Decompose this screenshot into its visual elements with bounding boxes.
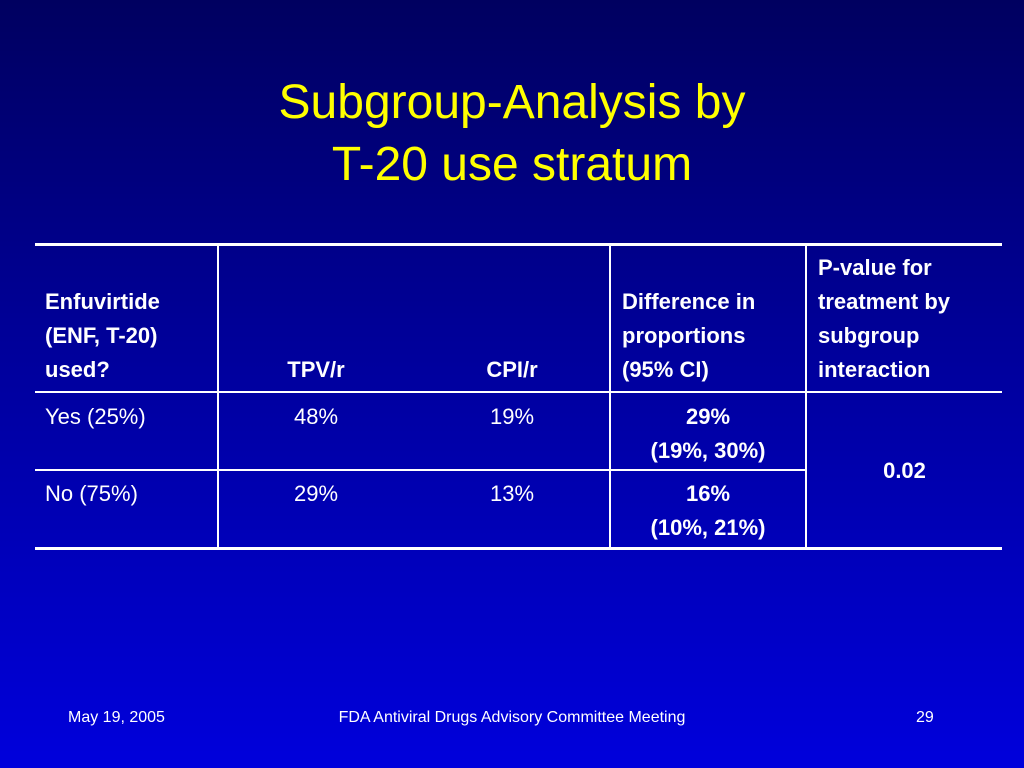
header-cell: TPV/r [236,353,396,387]
table-cell: 29% (19%, 30%) [611,400,805,468]
table-cell: Yes (25%) [45,404,146,429]
table-cell: 13% [489,481,535,506]
title-line: Subgroup-Analysis by [278,76,746,129]
slide-title: Subgroup-Analysis by T-20 use stratum [0,72,1024,196]
header-cell: CPI/r [432,353,592,387]
table-rule [35,547,1002,550]
header-cell: Difference in proportions (95% CI) [622,285,755,387]
header-line: Difference in [622,289,756,314]
table-cell: 16% (10%, 21%) [611,477,805,545]
table-rule [805,245,807,548]
table-rule [609,245,611,548]
header-line: proportions [622,323,746,348]
footer-page: 29 [916,709,934,726]
header-line: subgroup [818,323,920,348]
cell-line: 16% [685,481,731,506]
table-rule [35,469,806,471]
table-cell: 29% [293,481,339,506]
header-cell: Enfuvirtide (ENF, T-20) used? [45,285,160,387]
footer-meeting: FDA Antiviral Drugs Advisory Committee M… [338,709,686,726]
table-cell: 48% [293,404,339,429]
header-line: TPV/r [287,357,345,382]
cell-line: (10%, 21%) [650,515,766,540]
title-line: T-20 use stratum [331,138,693,191]
p-value: 0.02 [883,458,926,483]
header-line: interaction [818,357,931,382]
table-rule [35,391,1002,393]
header-line: Enfuvirtide [45,289,160,314]
header-cell: P-value for treatment by subgroup intera… [818,251,950,387]
header-line: CPI/r [486,357,538,382]
cell-line: 29% [685,404,731,429]
header-line: (ENF, T-20) [45,323,158,348]
header-line: P-value for [818,255,932,280]
table-cell: No (75%) [45,481,138,506]
header-line: (95% CI) [622,357,709,382]
header-line: treatment by [818,289,951,314]
table-rule [217,245,219,548]
header-line: used? [45,357,110,382]
table-cell: 19% [489,404,535,429]
footer-date: May 19, 2005 [68,709,165,726]
table-rule [35,243,1002,246]
cell-line: (19%, 30%) [650,438,766,463]
